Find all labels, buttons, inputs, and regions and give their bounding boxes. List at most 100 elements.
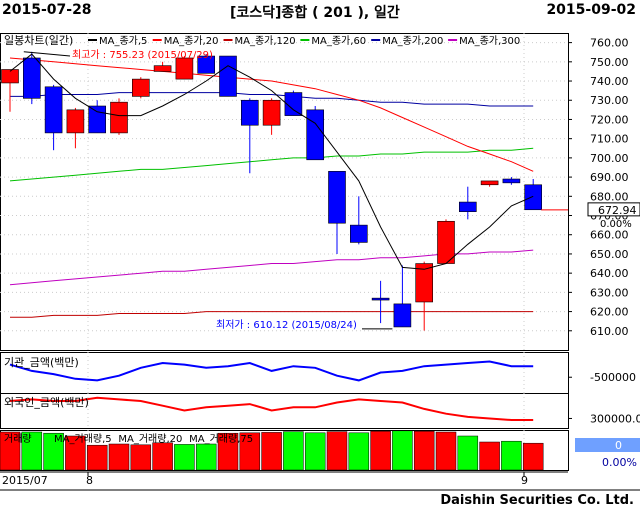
last-price-value: 672.94: [598, 204, 637, 217]
candle-body: [415, 263, 434, 303]
last-change-value: 0.00%: [600, 219, 632, 230]
y-tick-label: 660.00: [590, 229, 629, 242]
volume-bar: [326, 431, 348, 471]
candle-body: [132, 78, 150, 97]
y-tick-label: 680.00: [590, 190, 629, 203]
y-tick-label: 730.00: [590, 94, 629, 107]
y-tick-label: 620.00: [590, 306, 629, 319]
y-tick-label: 640.00: [590, 267, 629, 280]
volume-bar: [217, 432, 239, 471]
candle-body: [241, 99, 259, 126]
candle-body: [262, 99, 281, 126]
legend-label: MA_종가,300: [459, 35, 520, 47]
legend-label: MA_종가,120: [235, 35, 296, 47]
chart-title: [코스닥]종합 ( 201 ), 일간: [230, 5, 400, 21]
volume-bar: [174, 444, 195, 471]
foreign-y-tick: 300000.00: [590, 412, 640, 425]
candle-body: [44, 86, 63, 134]
legend-label: MA_종가,200: [382, 35, 443, 47]
volume-bar: [86, 444, 108, 471]
volume-bar: [457, 435, 479, 471]
y-tick-label: 690.00: [590, 171, 629, 184]
x-tick-label: 9: [521, 474, 528, 487]
volume-bar: [43, 432, 64, 471]
candle-body: [66, 109, 85, 134]
candle-body: [328, 171, 346, 224]
y-tick-label: 760.00: [590, 37, 629, 50]
high-price-annotation: 최고가 : 755.23 (2015/07/29): [72, 49, 213, 61]
x-tick-label: 8: [86, 474, 93, 487]
volume-last-change: 0.00%: [602, 456, 637, 469]
candle-body: [110, 101, 128, 134]
ma120-line: [10, 311, 534, 318]
candle-body: [371, 297, 390, 301]
candle-body: [306, 109, 325, 161]
foreign-panel-title: 외국인_금액(백만): [4, 396, 89, 409]
legend-label: MA_종가,60: [311, 35, 366, 47]
institution-panel-title: 기관_금액(백만): [4, 356, 79, 369]
candle-body: [480, 180, 499, 186]
volume-bar: [435, 431, 457, 471]
ma200-line: [10, 92, 534, 107]
candle-body: [1, 69, 19, 84]
volume-bar: [392, 430, 413, 471]
y-tick-label: 700.00: [590, 152, 629, 165]
candle-body: [393, 303, 412, 328]
y-tick-label: 750.00: [590, 56, 629, 69]
y-tick-label: 720.00: [590, 113, 629, 126]
candle-body: [88, 105, 106, 134]
candle-body: [219, 55, 237, 97]
low-price-annotation: 최저가 : 610.12 (2015/08/24): [216, 319, 357, 331]
foreign-panel-frame: [0, 393, 569, 429]
chart-end-date: 2015-09-02: [546, 2, 636, 18]
institution-amount-line: [9, 360, 534, 382]
legend-label: MA_종가,5: [99, 35, 147, 47]
legend-label: MA_종가,20: [164, 35, 219, 47]
high-annotation-arrow: [23, 51, 71, 57]
y-tick-label: 710.00: [590, 133, 629, 146]
volume-bar: [479, 441, 500, 471]
volume-legend-label: MA_거래량,75: [189, 433, 253, 445]
volume-bar: [501, 440, 522, 471]
ma60-line: [9, 147, 534, 182]
volume-bar: [283, 431, 304, 471]
candle-body: [22, 57, 41, 99]
candle-body: [284, 92, 303, 116]
volume-bar: [348, 432, 370, 471]
y-tick-label: 630.00: [590, 286, 629, 299]
volume-bar: [108, 443, 130, 471]
y-tick-label: 610.00: [590, 325, 629, 338]
volume-bar: [261, 432, 282, 471]
volume-bar: [239, 432, 261, 471]
x-tick-label: 2015/07: [2, 474, 48, 487]
main-panel-title: 일봉차트(일간): [4, 33, 73, 47]
chart-start-date: 2015-07-28: [2, 2, 92, 18]
candle-body: [437, 220, 455, 264]
volume-bar: [130, 444, 152, 471]
volume-legend-label: MA_거래량,20: [118, 433, 182, 445]
volume-bar: [522, 442, 544, 471]
volume-panel-title: 거래량: [4, 433, 32, 445]
candle-body: [502, 178, 521, 184]
ma5-line: [9, 53, 534, 270]
volume-bar: [21, 431, 43, 471]
candle-body: [524, 184, 543, 211]
volume-legend-label: MA_거래량,5: [54, 433, 112, 445]
y-tick-label: 650.00: [590, 248, 629, 261]
footer-brand: Daishin Securities Co. Ltd.: [440, 493, 634, 508]
volume-bar: [304, 432, 326, 471]
institution-panel-frame: [0, 352, 569, 394]
candle-body: [458, 201, 477, 212]
volume-bar: [195, 443, 217, 471]
candle-body: [153, 65, 172, 72]
candle-body: [175, 57, 194, 80]
ma20-line: [9, 57, 534, 172]
main-panel-frame: [0, 33, 569, 351]
volume-bar: [152, 442, 173, 471]
volume-last-box: [575, 438, 640, 452]
volume-bar: [0, 431, 21, 471]
volume-last-value: 0: [615, 439, 622, 452]
volume-bar: [65, 435, 86, 471]
y-tick-label: 740.00: [590, 75, 629, 88]
